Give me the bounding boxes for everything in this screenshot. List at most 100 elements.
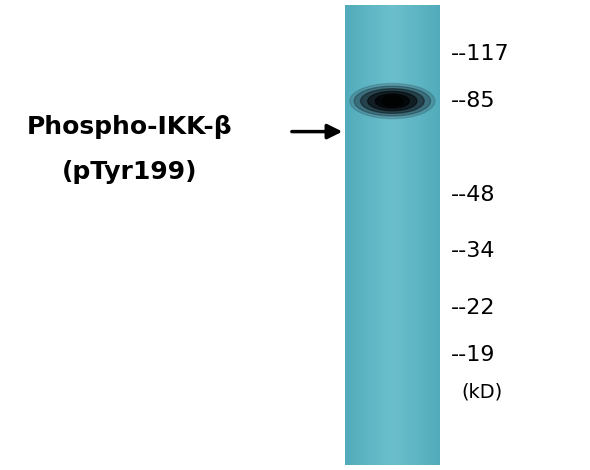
Bar [365, 5, 366, 465]
Bar [346, 5, 348, 465]
Bar [429, 5, 430, 465]
Bar [387, 5, 388, 465]
Bar [363, 5, 364, 465]
Bar [352, 5, 353, 465]
Bar [395, 5, 396, 465]
Bar [434, 5, 435, 465]
Bar [360, 5, 361, 465]
Bar [413, 5, 414, 465]
Bar [382, 5, 384, 465]
Bar [402, 5, 403, 465]
Bar [346, 5, 347, 465]
Bar [411, 5, 412, 465]
Bar [425, 5, 427, 465]
Bar [410, 5, 411, 465]
Bar [379, 5, 380, 465]
Text: --48: --48 [451, 185, 496, 205]
Bar [386, 5, 388, 465]
Bar [351, 5, 352, 465]
Bar [358, 5, 359, 465]
Bar [393, 5, 394, 465]
Bar [428, 5, 429, 465]
Bar [419, 5, 421, 465]
Bar [390, 5, 391, 465]
Bar [421, 5, 422, 465]
Bar [385, 5, 386, 465]
Bar [433, 5, 434, 465]
Bar [427, 5, 428, 465]
Bar [437, 5, 438, 465]
Ellipse shape [368, 91, 417, 111]
Bar [388, 5, 389, 465]
Bar [425, 5, 426, 465]
Ellipse shape [350, 84, 435, 119]
Bar [347, 5, 348, 465]
Bar [417, 5, 418, 465]
Bar [437, 5, 438, 465]
Bar [368, 5, 369, 465]
Bar [409, 5, 410, 465]
Bar [430, 5, 431, 465]
Bar [364, 5, 365, 465]
Bar [396, 5, 398, 465]
Ellipse shape [382, 96, 403, 106]
Bar [365, 5, 366, 465]
Bar [403, 5, 404, 465]
Bar [383, 5, 384, 465]
Ellipse shape [354, 86, 431, 116]
Bar [422, 5, 424, 465]
Bar [351, 5, 352, 465]
Bar [369, 5, 370, 465]
Bar [405, 5, 406, 465]
Bar [398, 5, 399, 465]
Bar [438, 5, 440, 465]
Bar [430, 5, 431, 465]
Bar [401, 5, 402, 465]
Bar [426, 5, 427, 465]
Bar [409, 5, 410, 465]
Bar [418, 5, 419, 465]
Bar [367, 5, 368, 465]
Bar [389, 5, 391, 465]
Bar [412, 5, 414, 465]
Bar [350, 5, 351, 465]
Bar [356, 5, 358, 465]
Bar [363, 5, 365, 465]
Bar [373, 5, 375, 465]
Bar [392, 5, 394, 465]
Bar [375, 5, 376, 465]
Bar [395, 5, 396, 465]
Bar [381, 5, 382, 465]
Bar [410, 5, 411, 465]
Bar [379, 5, 381, 465]
Bar [391, 5, 392, 465]
Bar [438, 5, 439, 465]
Bar [358, 5, 359, 465]
Bar [402, 5, 403, 465]
Bar [434, 5, 435, 465]
Bar [404, 5, 405, 465]
Text: --22: --22 [451, 298, 496, 318]
Bar [377, 5, 378, 465]
Bar [377, 5, 378, 465]
Bar [384, 5, 385, 465]
Bar [373, 5, 374, 465]
Bar [396, 5, 397, 465]
Bar [376, 5, 377, 465]
Bar [416, 5, 417, 465]
Bar [408, 5, 409, 465]
Bar [348, 5, 349, 465]
Bar [394, 5, 395, 465]
Text: --85: --85 [451, 91, 496, 111]
Bar [374, 5, 375, 465]
Bar [356, 5, 357, 465]
Text: (kD): (kD) [461, 383, 503, 402]
Text: --117: --117 [451, 44, 510, 64]
Bar [360, 5, 362, 465]
Bar [439, 5, 440, 465]
Bar [371, 5, 372, 465]
Bar [389, 5, 390, 465]
Bar [403, 5, 404, 465]
Bar [359, 5, 360, 465]
Bar [349, 5, 350, 465]
